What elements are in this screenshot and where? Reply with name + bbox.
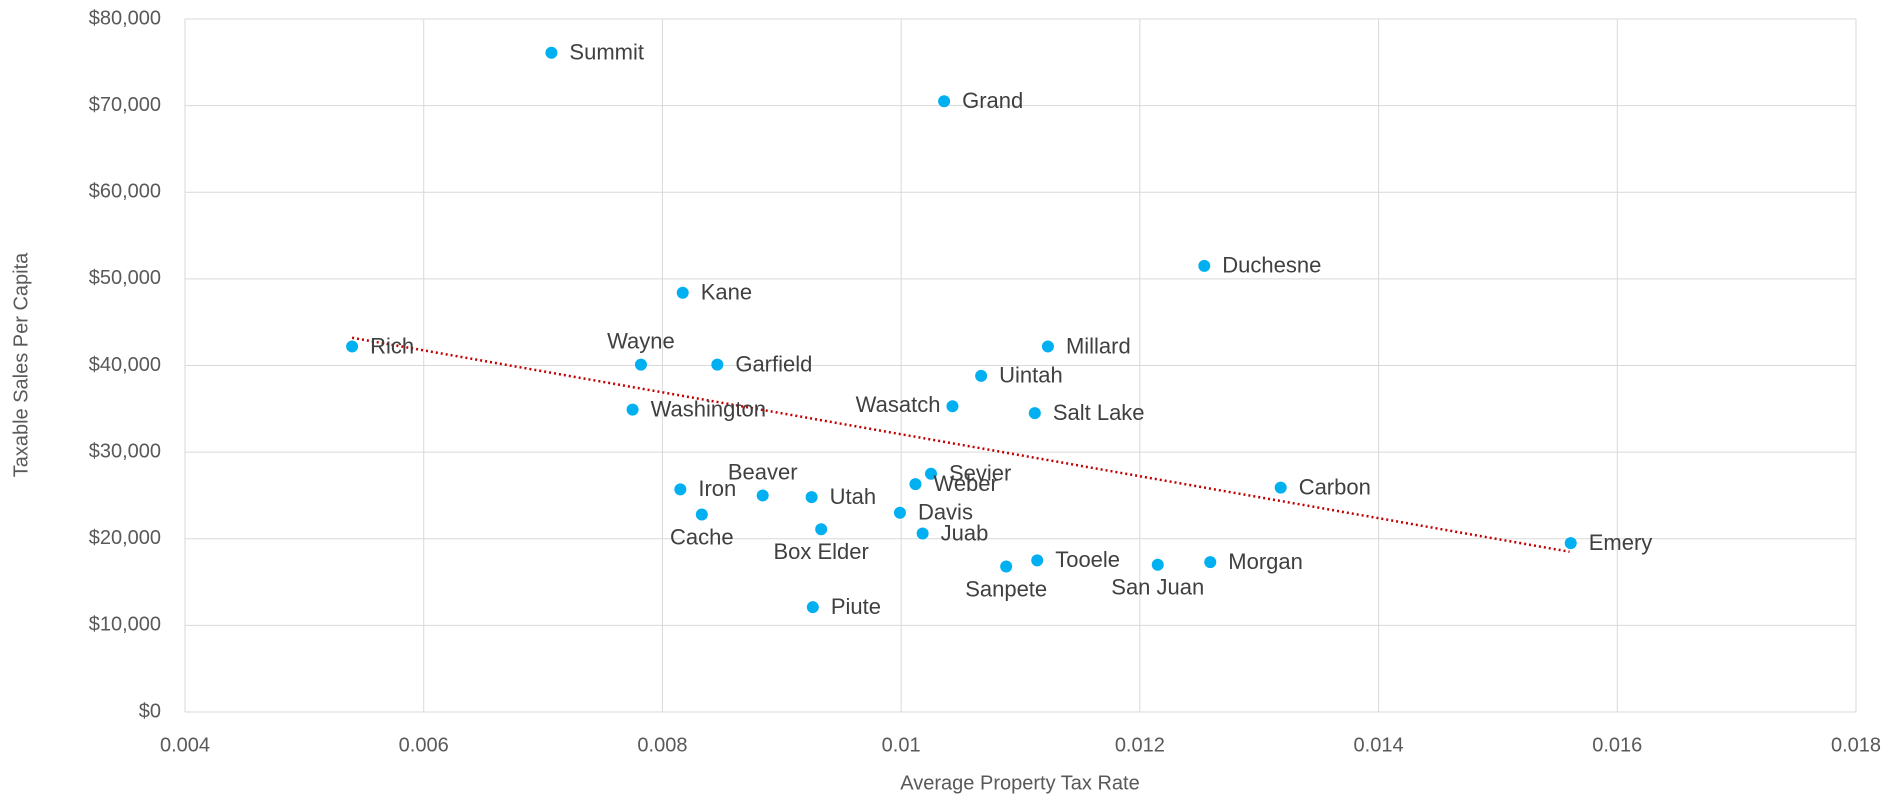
x-tick-label: 0.008 — [637, 734, 687, 756]
y-tick-label: $30,000 — [89, 440, 161, 462]
point — [1564, 537, 1577, 550]
point-label: Washington — [651, 396, 766, 421]
x-tick-label: 0.018 — [1831, 734, 1881, 756]
point — [674, 483, 687, 496]
point — [545, 46, 558, 59]
point-label: Utah — [830, 484, 876, 509]
x-tick-label: 0.006 — [399, 734, 449, 756]
point — [916, 527, 929, 540]
point — [756, 489, 769, 502]
x-axis-title: Average Property Tax Rate — [900, 772, 1139, 794]
point — [805, 491, 818, 504]
point-label: Juab — [941, 520, 989, 545]
y-tick-label: $40,000 — [89, 354, 161, 376]
point — [1274, 481, 1287, 494]
point-label: Carbon — [1299, 474, 1371, 499]
point-label: Box Elder — [773, 539, 868, 564]
point-label: Uintah — [999, 363, 1063, 388]
point — [695, 508, 708, 521]
y-tick-label: $50,000 — [89, 267, 161, 289]
point — [975, 369, 988, 382]
y-tick-label: $10,000 — [89, 614, 161, 636]
point-label: Tooele — [1055, 547, 1120, 572]
point — [806, 601, 819, 614]
point — [676, 286, 689, 299]
y-tick-label: $0 — [139, 700, 161, 722]
point — [909, 478, 922, 491]
point-label: Emery — [1589, 530, 1653, 555]
point-label: Garfield — [735, 351, 812, 376]
point — [1204, 556, 1217, 569]
point — [1151, 558, 1164, 571]
point-label: Morgan — [1228, 549, 1303, 574]
y-axis-title: Taxable Sales Per Capita — [10, 252, 32, 477]
point — [1000, 560, 1013, 573]
point-label: Salt Lake — [1053, 400, 1145, 425]
y-tick-label: $60,000 — [89, 181, 161, 203]
point-label: Sanpete — [965, 576, 1047, 601]
x-tick-label: 0.012 — [1115, 734, 1165, 756]
point — [1031, 554, 1044, 567]
point-label: Wayne — [607, 328, 675, 353]
point-label: Duchesne — [1222, 253, 1321, 278]
point-label: Iron — [698, 476, 736, 501]
point-label: Kane — [701, 280, 752, 305]
x-tick-label: 0.004 — [160, 734, 210, 756]
point — [815, 523, 828, 536]
point — [924, 467, 937, 480]
point — [634, 358, 647, 371]
point — [938, 95, 951, 108]
y-tick-label: $20,000 — [89, 527, 161, 549]
point — [946, 400, 959, 413]
x-tick-label: 0.014 — [1354, 734, 1404, 756]
point-label: Wasatch — [856, 392, 941, 417]
point — [626, 403, 639, 416]
point-label: Sevier — [949, 461, 1011, 486]
trendline — [351, 336, 1570, 553]
point-label: Millard — [1066, 333, 1131, 358]
point-label: Davis — [918, 500, 973, 525]
point — [711, 358, 724, 371]
point-label: San Juan — [1111, 575, 1204, 600]
y-tick-label: $70,000 — [89, 94, 161, 116]
point — [1041, 340, 1054, 353]
y-tick-label: $80,000 — [89, 7, 161, 29]
point-label: Weber — [933, 471, 997, 496]
point-label: Rich — [370, 333, 414, 358]
point-label: Grand — [962, 88, 1023, 113]
point-label: Summit — [569, 40, 644, 65]
x-tick-label: 0.016 — [1592, 734, 1642, 756]
x-tick-label: 0.01 — [882, 734, 921, 756]
point — [893, 506, 906, 519]
point — [346, 340, 359, 353]
point-label: Piute — [831, 594, 881, 619]
point — [1198, 259, 1211, 272]
point-label: Beaver — [728, 459, 798, 484]
point — [1028, 407, 1041, 420]
point-label: Cache — [670, 524, 734, 549]
